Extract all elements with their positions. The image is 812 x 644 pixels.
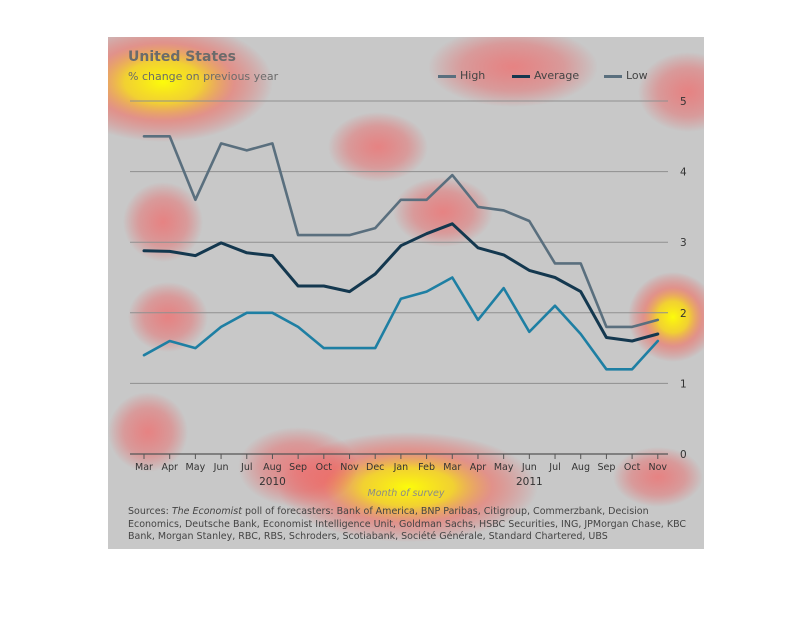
line-chart: 0 1 2 3 4 5 Mar Apr May Jun Jul Aug Sep Oct Nov Dec Jan… — [130, 96, 687, 499]
y-tick-label: 2 — [680, 308, 687, 320]
chart-subtitle: % change on previous year — [128, 70, 279, 83]
legend-swatch-low — [604, 74, 622, 78]
x-tick-label: Feb — [418, 462, 435, 473]
y-tick-label: 5 — [680, 96, 687, 108]
sources-prefix: Sources: — [128, 506, 172, 517]
x-tick-label: Aug — [263, 462, 282, 473]
x-tick-label: Jul — [548, 462, 560, 473]
x-tick-label: Aug — [571, 462, 590, 473]
x-tick-label: Jun — [521, 462, 537, 473]
x-tick-label: Apr — [161, 462, 178, 473]
x-tick-label: Oct — [624, 462, 641, 473]
x-tick-label: Dec — [366, 462, 384, 473]
legend-item-average: Average — [512, 69, 579, 82]
series-line-high — [142, 135, 660, 329]
y-tick-label: 3 — [680, 237, 687, 249]
y-axis: 0 1 2 3 4 5 — [680, 96, 687, 461]
series-line-low — [142, 276, 660, 371]
legend-label-low: Low — [626, 69, 648, 82]
legend-item-high: High — [438, 69, 485, 82]
sources-publication: The Economist — [171, 506, 242, 517]
y-tick-label: 4 — [680, 167, 687, 179]
chart-title: United States — [128, 49, 236, 65]
x-tick-label: May — [186, 462, 206, 473]
legend-label-average: Average — [534, 69, 580, 82]
x-axis: Mar Apr May Jun Jul Aug Sep Oct Nov Dec Jan Feb Mar A… — [135, 454, 667, 488]
sources-list: poll of forecasters: Bank of America, BN… — [128, 506, 687, 542]
legend-label-high: High — [460, 69, 486, 82]
x-tick-label: Jul — [240, 462, 252, 473]
year-label: 2011 — [516, 476, 543, 488]
series-line-average — [142, 222, 660, 343]
x-tick-label: Jun — [213, 462, 229, 473]
legend-swatch-average — [512, 74, 530, 78]
chart-panel: 0 1 2 3 4 5 Mar Apr May Jun Jul Aug Sep Oct Nov Dec Jan… — [108, 37, 704, 549]
x-tick-label: Apr — [470, 462, 487, 473]
x-tick-label: May — [494, 462, 514, 473]
x-tick-label: Oct — [316, 462, 333, 473]
x-tick-label: Mar — [443, 462, 461, 473]
x-tick-label: Sep — [597, 462, 615, 473]
y-tick-label: 1 — [680, 378, 687, 390]
x-tick-label: Nov — [649, 462, 668, 473]
x-axis-label: Month of survey — [368, 488, 445, 499]
x-tick-label: Sep — [289, 462, 307, 473]
series-lines — [142, 135, 660, 371]
legend-swatch-high — [438, 74, 456, 78]
x-tick-label: Nov — [340, 462, 359, 473]
sources-note: Sources: The Economist poll of forecaste… — [128, 506, 688, 544]
x-tick-label: Mar — [135, 462, 153, 473]
legend-item-low: Low — [604, 69, 648, 82]
x-tick-label: Jan — [393, 462, 409, 473]
y-tick-label: 0 — [680, 449, 687, 461]
year-label: 2010 — [259, 476, 286, 488]
